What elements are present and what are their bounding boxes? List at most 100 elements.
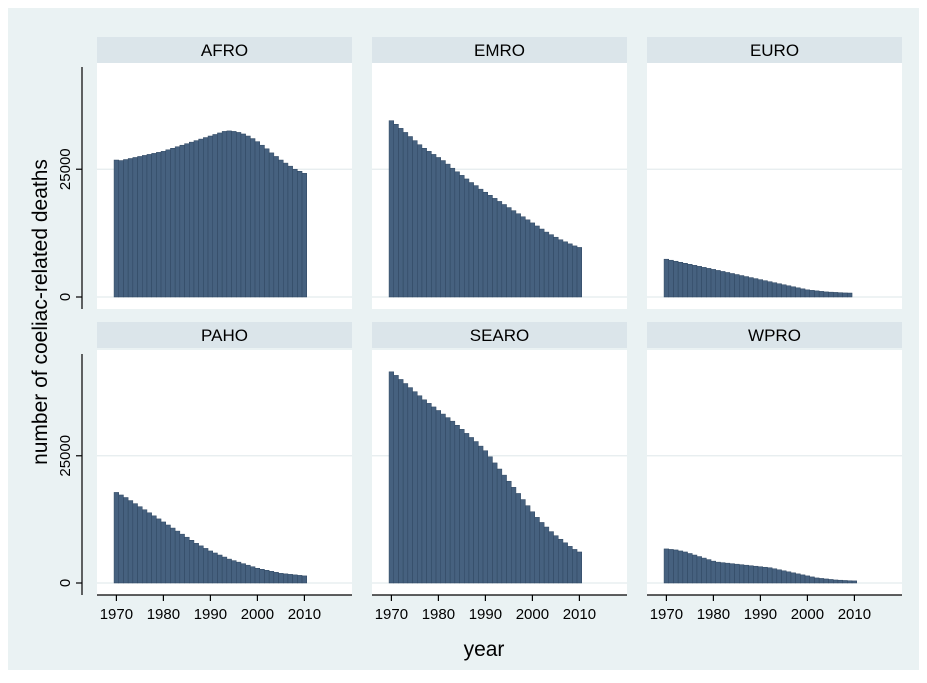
bar <box>818 578 825 584</box>
bar <box>692 265 698 298</box>
bar <box>833 579 839 584</box>
bar <box>739 275 745 298</box>
x-tick-label: 2000 <box>241 606 274 623</box>
bar <box>534 225 540 298</box>
bar <box>473 441 479 584</box>
bar <box>297 171 303 298</box>
bar <box>548 531 554 584</box>
panel-header <box>372 322 627 348</box>
bar <box>189 540 195 584</box>
bar <box>776 569 782 584</box>
bar <box>520 216 526 298</box>
bar <box>137 506 143 584</box>
bar <box>198 138 204 298</box>
bar <box>842 580 848 584</box>
bar <box>388 120 394 298</box>
bar <box>515 213 521 298</box>
bar <box>440 413 446 584</box>
bar <box>492 198 498 298</box>
bar <box>407 136 413 298</box>
bar <box>137 156 143 298</box>
panel-title: PAHO <box>201 326 248 345</box>
bar <box>501 204 507 298</box>
bar <box>771 568 778 584</box>
bar <box>771 282 778 298</box>
bar <box>576 551 582 584</box>
bar <box>572 245 578 298</box>
bar <box>179 533 185 584</box>
bar <box>847 580 853 584</box>
bar <box>292 574 298 584</box>
bar <box>398 379 404 584</box>
y-tick-label: 0 <box>57 293 74 301</box>
bar <box>454 171 460 298</box>
bar <box>113 492 120 584</box>
bar <box>407 387 413 584</box>
bar <box>833 292 839 298</box>
bar <box>496 468 503 584</box>
bar <box>421 148 427 298</box>
x-tick-label: 1970 <box>100 606 133 623</box>
bar <box>809 290 815 298</box>
bar <box>250 566 256 584</box>
bar <box>179 144 185 298</box>
bar <box>301 575 307 584</box>
bar <box>715 270 721 298</box>
bar <box>525 505 531 584</box>
bar <box>449 167 456 298</box>
bar <box>804 289 810 298</box>
bar <box>160 521 167 584</box>
bar <box>250 138 256 298</box>
bar <box>790 572 796 584</box>
x-tick-label: 1970 <box>375 606 408 623</box>
bar <box>123 497 129 584</box>
bar <box>701 557 707 584</box>
bar <box>724 272 731 298</box>
bar <box>151 515 157 584</box>
bar <box>743 564 749 584</box>
bar <box>398 128 404 298</box>
bar <box>558 239 564 298</box>
bar <box>402 383 409 584</box>
bar <box>301 173 307 298</box>
bar <box>753 278 759 298</box>
bar <box>393 123 399 298</box>
bar <box>473 185 479 298</box>
bar <box>487 456 493 584</box>
bar <box>567 243 573 298</box>
bar <box>287 574 293 584</box>
x-tick-label: 2010 <box>838 606 871 623</box>
bar <box>459 175 465 298</box>
bar <box>156 152 162 298</box>
bar <box>677 261 684 298</box>
bar <box>132 503 138 584</box>
bar <box>800 288 806 298</box>
bar <box>511 487 517 584</box>
bar <box>757 279 763 298</box>
bar <box>795 573 801 584</box>
bar <box>663 548 669 584</box>
bar <box>435 410 441 584</box>
panel-header <box>97 322 352 348</box>
bar <box>837 579 843 584</box>
panel-title: EMRO <box>474 41 525 60</box>
bar <box>165 149 171 298</box>
bar <box>264 148 270 298</box>
bar <box>539 522 545 584</box>
bar <box>468 182 474 298</box>
bar <box>412 140 418 298</box>
bar <box>734 274 740 298</box>
bar <box>558 538 564 584</box>
bar <box>193 543 199 584</box>
bar <box>254 567 261 584</box>
bar <box>743 276 749 298</box>
bar <box>118 160 124 298</box>
bar <box>287 165 293 298</box>
bar <box>207 135 214 298</box>
bar <box>781 570 787 584</box>
bar <box>696 266 702 298</box>
bar <box>795 287 801 298</box>
panel-header <box>97 37 352 63</box>
